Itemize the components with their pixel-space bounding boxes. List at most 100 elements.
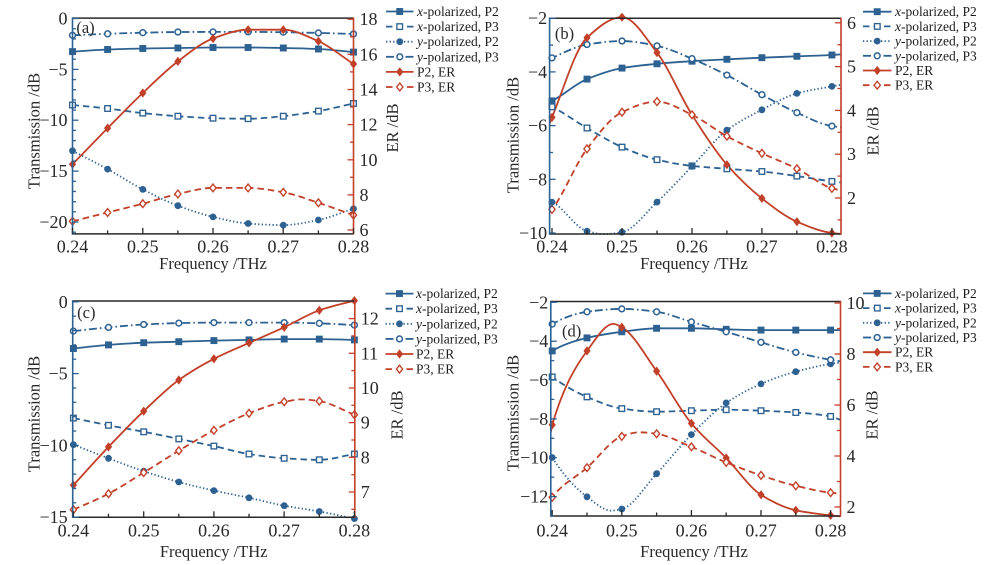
svg-text:y-polarized, P2: y-polarized, P2 [415, 34, 499, 49]
svg-text:Transmission /dB: Transmission /dB [504, 77, 523, 193]
svg-text:−2: −2 [528, 8, 547, 28]
svg-text:−5: −5 [48, 59, 67, 79]
svg-text:16: 16 [360, 44, 378, 64]
svg-text:−10: −10 [520, 448, 548, 468]
svg-text:0.26: 0.26 [676, 521, 708, 541]
svg-text:0.26: 0.26 [197, 237, 229, 257]
svg-text:0.26: 0.26 [676, 237, 708, 257]
svg-text:(d): (d) [562, 322, 581, 341]
svg-text:4: 4 [847, 446, 856, 466]
svg-text:y-polarized, P2: y-polarized, P2 [893, 315, 977, 330]
svg-text:y-polarized, P2: y-polarized, P2 [893, 34, 977, 49]
svg-text:2: 2 [847, 497, 856, 517]
svg-text:y-polarized, P3: y-polarized, P3 [893, 330, 977, 345]
svg-text:x-polarized, P3: x-polarized, P3 [415, 301, 498, 316]
svg-text:−10: −10 [40, 435, 68, 455]
svg-text:8: 8 [847, 344, 856, 364]
svg-text:P2, ER: P2, ER [417, 64, 455, 79]
svg-text:(c): (c) [77, 303, 95, 322]
svg-text:y-polarized, P2: y-polarized, P2 [414, 316, 498, 331]
svg-text:(b): (b) [555, 24, 574, 43]
svg-text:P2, ER: P2, ER [416, 347, 454, 362]
svg-text:x-polarized, P2: x-polarized, P2 [894, 286, 977, 301]
svg-text:P2, ER: P2, ER [895, 345, 933, 360]
svg-text:−15: −15 [40, 507, 68, 527]
svg-text:P3, ER: P3, ER [895, 359, 933, 374]
svg-text:x-polarized, P2: x-polarized, P2 [894, 4, 977, 19]
svg-text:0.25: 0.25 [606, 237, 638, 257]
svg-text:0.27: 0.27 [268, 521, 300, 541]
svg-text:y-polarized, P3: y-polarized, P3 [415, 49, 499, 64]
svg-text:P3, ER: P3, ER [895, 78, 933, 93]
svg-text:0.24: 0.24 [536, 237, 568, 257]
svg-text:0.24: 0.24 [58, 521, 90, 541]
svg-text:0.28: 0.28 [339, 521, 371, 541]
svg-text:10: 10 [361, 378, 379, 398]
svg-text:10: 10 [360, 150, 378, 170]
svg-text:−5: −5 [49, 364, 68, 384]
svg-text:0.25: 0.25 [128, 521, 160, 541]
svg-text:0.24: 0.24 [57, 237, 89, 257]
svg-text:12: 12 [360, 115, 378, 135]
svg-text:−15: −15 [39, 161, 67, 181]
svg-text:x-polarized, P3: x-polarized, P3 [894, 19, 977, 34]
svg-text:2: 2 [847, 188, 856, 208]
svg-text:(a): (a) [76, 18, 94, 37]
svg-text:−6: −6 [528, 116, 547, 136]
svg-text:14: 14 [360, 80, 378, 100]
svg-text:−20: −20 [39, 212, 67, 232]
svg-text:y-polarized, P3: y-polarized, P3 [414, 331, 498, 346]
svg-text:x-polarized, P2: x-polarized, P2 [415, 286, 498, 301]
svg-text:7: 7 [361, 482, 370, 502]
svg-text:−4: −4 [528, 62, 547, 82]
svg-text:Transmission /dB: Transmission /dB [25, 356, 44, 472]
svg-text:9: 9 [361, 413, 370, 433]
svg-text:0.24: 0.24 [536, 521, 568, 541]
svg-text:−10: −10 [39, 110, 67, 130]
svg-text:3: 3 [847, 144, 856, 164]
svg-text:0.25: 0.25 [127, 237, 159, 257]
svg-text:0.28: 0.28 [816, 237, 848, 257]
svg-text:6: 6 [847, 395, 856, 415]
svg-text:4: 4 [847, 100, 856, 120]
svg-text:−8: −8 [529, 409, 548, 429]
svg-text:x-polarized, P2: x-polarized, P2 [416, 4, 499, 19]
svg-text:−8: −8 [528, 169, 547, 189]
svg-text:y-polarized, P3: y-polarized, P3 [893, 48, 977, 63]
svg-text:ER /dB: ER /dB [383, 103, 402, 152]
svg-text:x-polarized, P3: x-polarized, P3 [894, 301, 977, 316]
svg-text:10: 10 [847, 293, 865, 313]
svg-text:x-polarized, P3: x-polarized, P3 [416, 19, 499, 34]
svg-text:Transmission /dB: Transmission /dB [25, 73, 44, 189]
svg-text:−6: −6 [529, 370, 548, 390]
svg-text:0.27: 0.27 [267, 237, 299, 257]
svg-text:0.27: 0.27 [746, 237, 778, 257]
svg-text:ER /dB: ER /dB [388, 390, 407, 439]
svg-text:−10: −10 [519, 223, 547, 243]
svg-text:8: 8 [360, 185, 369, 205]
svg-text:Frequency /THz: Frequency /THz [159, 254, 267, 273]
svg-text:8: 8 [361, 447, 370, 467]
svg-text:−2: −2 [529, 292, 548, 312]
svg-text:−4: −4 [529, 331, 548, 351]
svg-text:P3, ER: P3, ER [417, 80, 455, 95]
svg-text:12: 12 [361, 309, 379, 329]
svg-text:0.26: 0.26 [198, 521, 230, 541]
svg-text:6: 6 [847, 13, 856, 33]
svg-text:0.27: 0.27 [745, 521, 777, 541]
svg-text:P2, ER: P2, ER [895, 63, 933, 78]
svg-text:Frequency /THz: Frequency /THz [160, 542, 268, 561]
svg-text:0.25: 0.25 [606, 521, 638, 541]
svg-text:Frequency /THz: Frequency /THz [640, 254, 748, 273]
svg-text:0: 0 [59, 9, 68, 29]
svg-text:ER /dB: ER /dB [863, 390, 882, 439]
svg-text:Transmission /dB: Transmission /dB [504, 355, 523, 471]
svg-text:18: 18 [360, 9, 378, 29]
svg-text:P3, ER: P3, ER [416, 362, 454, 377]
svg-text:Frequency /THz: Frequency /THz [640, 542, 748, 561]
svg-text:−12: −12 [520, 487, 548, 507]
svg-text:ER /dB: ER /dB [864, 106, 883, 155]
svg-text:5: 5 [847, 57, 856, 77]
svg-text:6: 6 [360, 220, 369, 240]
svg-text:0: 0 [59, 292, 68, 312]
